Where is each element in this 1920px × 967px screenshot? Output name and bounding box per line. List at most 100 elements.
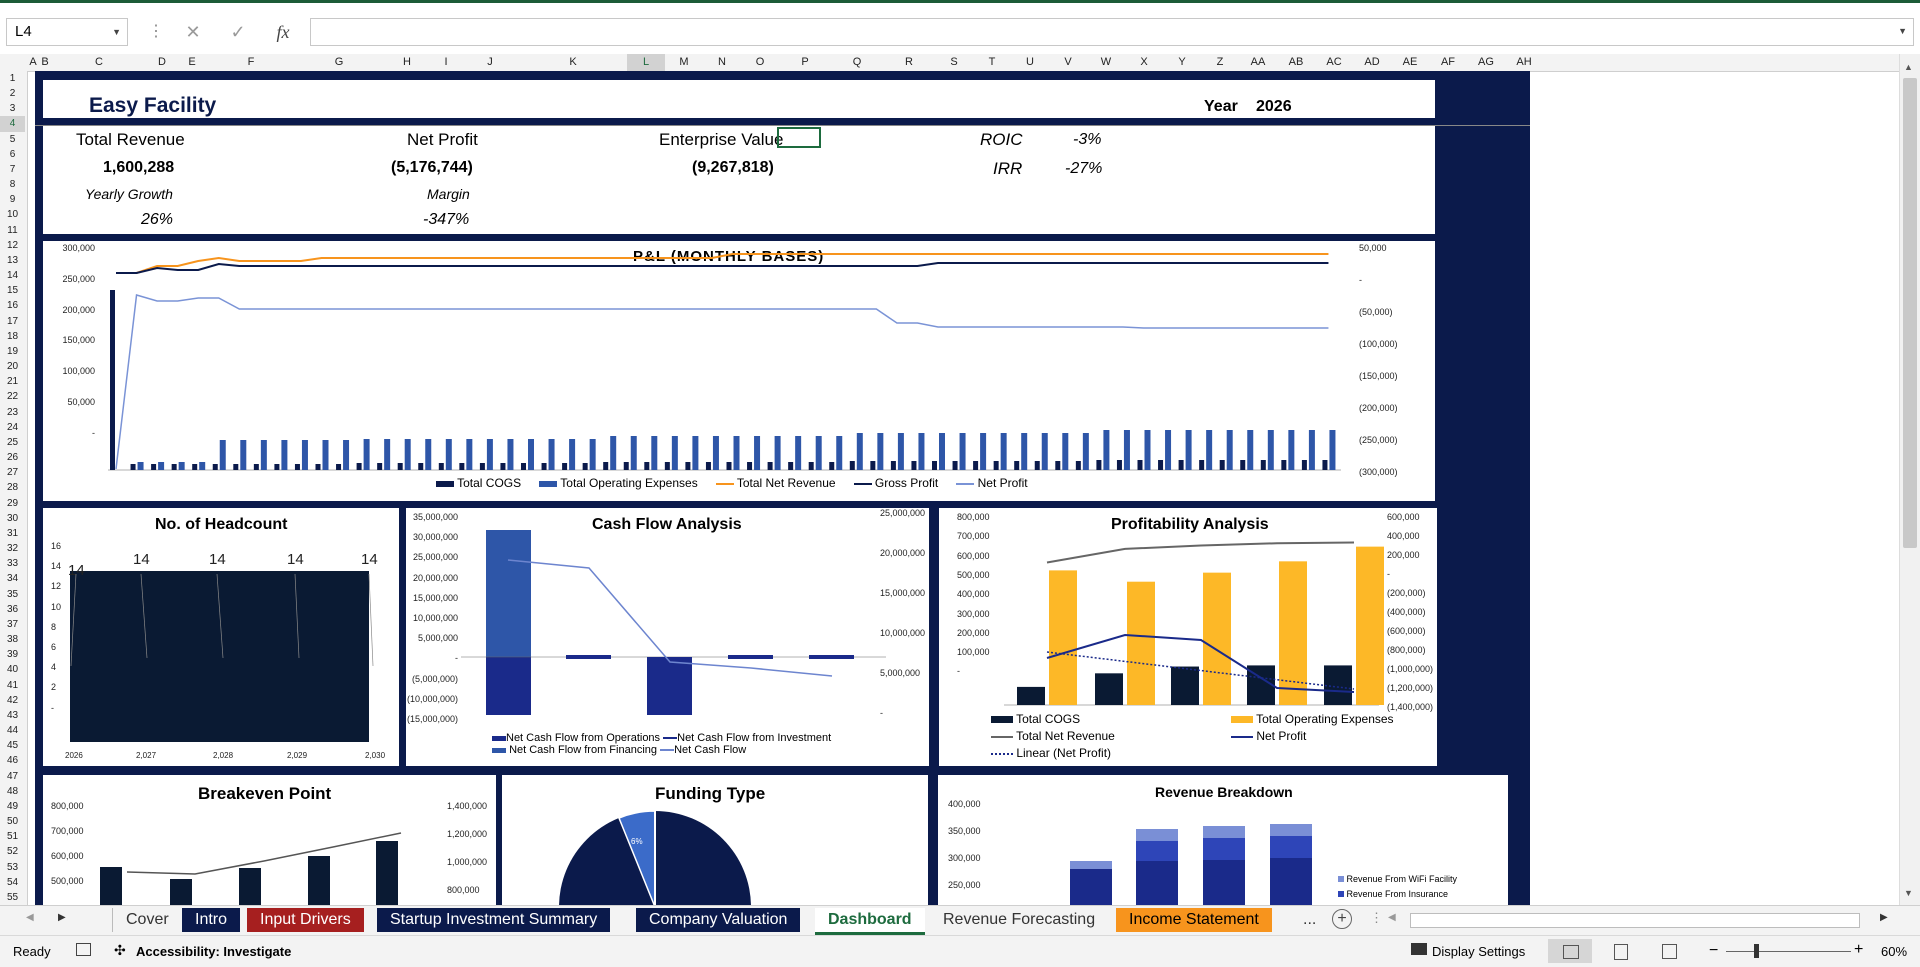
row-header-45[interactable]: 45 xyxy=(6,740,19,752)
tab-income-statement[interactable]: Income Statement xyxy=(1116,908,1272,932)
column-header-C[interactable]: C xyxy=(95,56,103,68)
insert-function-icon[interactable]: fx xyxy=(276,22,290,42)
column-header-AE[interactable]: AE xyxy=(1402,56,1418,68)
formula-input[interactable]: ▼ xyxy=(310,18,1914,46)
row-header-8[interactable]: 8 xyxy=(9,179,16,191)
zoom-out-icon[interactable]: − xyxy=(1709,942,1719,959)
row-header-41[interactable]: 41 xyxy=(6,679,19,691)
hscroll-left-icon[interactable]: ◀ xyxy=(1388,912,1396,923)
row-header-12[interactable]: 12 xyxy=(6,239,19,251)
year-value[interactable]: 2026 xyxy=(1256,98,1292,115)
scroll-down-icon[interactable]: ▼ xyxy=(1904,888,1913,898)
row-header-18[interactable]: 18 xyxy=(6,330,19,342)
row-header-37[interactable]: 37 xyxy=(6,618,19,630)
row-header-46[interactable]: 46 xyxy=(6,755,19,767)
vertical-scrollbar[interactable]: ▲ ▼ xyxy=(1899,54,1920,905)
column-header-AF[interactable]: AF xyxy=(1440,56,1456,68)
row-header-1[interactable]: 1 xyxy=(9,73,16,84)
breakeven-chart[interactable]: Breakeven Point 800,000 700,000 600,000 500… xyxy=(43,775,496,905)
row-header-51[interactable]: 51 xyxy=(6,831,19,843)
column-header-Y[interactable]: Y xyxy=(1178,56,1186,68)
total-revenue-value[interactable]: 1,600,288 xyxy=(103,159,175,176)
row-header-11[interactable]: 11 xyxy=(7,224,18,236)
column-header-G[interactable]: G xyxy=(334,56,344,68)
selected-cell-L4[interactable] xyxy=(777,127,821,148)
scroll-up-icon[interactable]: ▲ xyxy=(1904,62,1913,72)
headcount-chart[interactable]: No. of Headcount 16 14 12 10 8 6 4 2 - 14 14 14 14 1… xyxy=(43,508,399,766)
column-header-AG[interactable]: AG xyxy=(1478,56,1494,68)
column-header-U[interactable]: U xyxy=(1026,56,1034,68)
row-header-24[interactable]: 24 xyxy=(6,421,19,433)
tab-scroll-right-icon[interactable]: ▶ xyxy=(58,912,66,923)
tab-company-valuation[interactable]: Company Valuation xyxy=(636,908,801,932)
pl-chart[interactable]: P&L (MONTHLY BASES) 300,000 250,000 200,00… xyxy=(43,241,1435,501)
column-header-B[interactable]: B xyxy=(41,56,49,68)
row-header-4[interactable]: 4 xyxy=(0,116,25,132)
hscroll-right-icon[interactable]: ▶ xyxy=(1880,912,1888,923)
tab-startup-investment-summary[interactable]: Startup Investment Summary xyxy=(377,908,611,932)
enter-icon[interactable]: ✓ xyxy=(230,22,246,42)
expand-formula-icon[interactable]: ▼ xyxy=(1898,26,1907,36)
row-header-53[interactable]: 53 xyxy=(6,861,19,873)
net-profit-value[interactable]: (5,176,744) xyxy=(391,159,473,176)
column-header-AD[interactable]: AD xyxy=(1364,56,1380,68)
column-header-AC[interactable]: AC xyxy=(1326,56,1342,68)
row-header-49[interactable]: 49 xyxy=(6,800,19,812)
add-sheet-icon[interactable]: + xyxy=(1332,909,1352,929)
row-header-43[interactable]: 43 xyxy=(6,709,19,721)
vertical-scroll-thumb[interactable] xyxy=(1903,78,1917,548)
roic-value[interactable]: -3% xyxy=(1073,131,1102,148)
column-header-D[interactable]: D xyxy=(158,56,166,68)
tab-intro[interactable]: Intro xyxy=(182,908,241,932)
column-header-K[interactable]: K xyxy=(569,56,577,68)
cashflow-chart[interactable]: Cash Flow Analysis 35,000,000 30,000,000 2… xyxy=(406,508,929,766)
row-header-10[interactable]: 10 xyxy=(6,209,19,221)
row-header-16[interactable]: 16 xyxy=(6,300,19,312)
tab-more[interactable]: ... xyxy=(1290,908,1330,932)
column-header-F[interactable]: F xyxy=(247,56,255,68)
row-header-48[interactable]: 48 xyxy=(6,785,19,797)
column-header-M[interactable]: M xyxy=(679,56,689,68)
row-header-19[interactable]: 19 xyxy=(6,345,19,357)
chevron-down-icon[interactable]: ▼ xyxy=(112,27,121,37)
row-header-17[interactable]: 17 xyxy=(6,315,19,327)
row-header-2[interactable]: 2 xyxy=(9,88,16,100)
row-header-5[interactable]: 5 xyxy=(9,133,16,145)
column-header-Z[interactable]: Z xyxy=(1216,56,1224,68)
row-header-40[interactable]: 40 xyxy=(6,664,19,676)
row-header-30[interactable]: 30 xyxy=(6,512,19,524)
horizontal-scroll-thumb[interactable] xyxy=(1410,913,1860,928)
row-header-36[interactable]: 36 xyxy=(6,603,19,615)
column-header-W[interactable]: W xyxy=(1100,56,1112,68)
column-header-R[interactable]: R xyxy=(905,56,913,68)
row-header-27[interactable]: 27 xyxy=(6,467,19,479)
column-header-N[interactable]: N xyxy=(718,56,726,68)
row-header-26[interactable]: 26 xyxy=(6,452,19,464)
row-header-3[interactable]: 3 xyxy=(9,103,16,115)
column-header-S[interactable]: S xyxy=(950,56,958,68)
display-settings[interactable]: Display Settings xyxy=(1432,944,1526,959)
macro-record-icon[interactable] xyxy=(76,943,91,956)
row-header-14[interactable]: 14 xyxy=(6,270,19,282)
row-header-34[interactable]: 34 xyxy=(6,573,19,585)
enterprise-value[interactable]: (9,267,818) xyxy=(692,159,774,176)
accessibility-status[interactable]: Accessibility: Investigate xyxy=(136,944,292,959)
row-header-20[interactable]: 20 xyxy=(6,361,19,373)
display-settings-icon[interactable] xyxy=(1411,943,1427,955)
name-box[interactable]: L4 ▼ xyxy=(6,18,128,46)
margin-value[interactable]: -347% xyxy=(423,211,470,228)
column-header-AB[interactable]: AB xyxy=(1288,56,1304,68)
tab-split-handle-icon[interactable]: ⋮ xyxy=(1370,910,1383,925)
row-header-31[interactable]: 31 xyxy=(6,527,19,539)
column-header-T[interactable]: T xyxy=(988,56,996,68)
column-header-O[interactable]: O xyxy=(755,56,765,68)
row-header-50[interactable]: 50 xyxy=(6,816,19,828)
row-header-44[interactable]: 44 xyxy=(6,725,19,737)
page-layout-icon[interactable] xyxy=(1614,944,1628,960)
row-header-9[interactable]: 9 xyxy=(9,194,16,206)
row-header-7[interactable]: 7 xyxy=(9,163,16,175)
row-header-21[interactable]: 21 xyxy=(6,376,19,388)
row-header-54[interactable]: 54 xyxy=(6,876,19,888)
row-header-39[interactable]: 39 xyxy=(6,649,19,661)
more-options-icon[interactable]: ⋮ xyxy=(148,23,164,40)
